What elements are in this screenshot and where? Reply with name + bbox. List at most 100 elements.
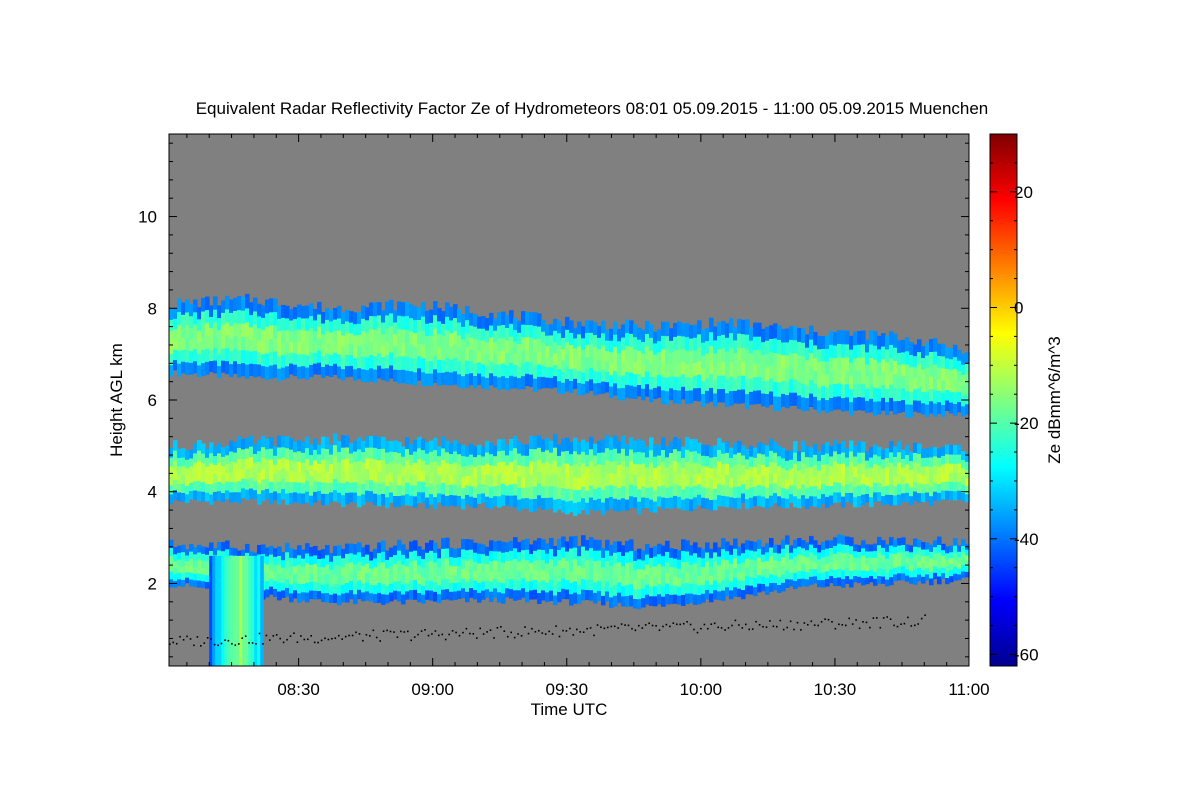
cloud-base-point bbox=[569, 627, 571, 630]
cloud-base-point bbox=[631, 627, 633, 630]
cloud-base-point bbox=[307, 638, 309, 641]
cloud-base-point bbox=[479, 627, 481, 630]
cloud-base-point bbox=[448, 633, 450, 636]
cloud-base-point bbox=[282, 641, 285, 644]
cloud-base-point bbox=[917, 623, 919, 625]
cloud-base-point bbox=[682, 622, 685, 625]
cloud-base-point bbox=[424, 629, 426, 631]
cloud-base-point bbox=[693, 628, 695, 631]
cloud-base-point bbox=[782, 628, 785, 631]
cloud-base-point bbox=[889, 618, 892, 620]
cloud-base-point bbox=[203, 642, 206, 644]
cloud-base-point bbox=[765, 626, 768, 628]
cloud-base-point bbox=[407, 630, 409, 633]
cloud-base-point bbox=[303, 638, 306, 641]
y-tick-label: 4 bbox=[148, 483, 157, 502]
cloud-base-point bbox=[293, 632, 295, 634]
cloud-base-point bbox=[613, 625, 616, 628]
cloud-base-point bbox=[441, 633, 444, 636]
cloud-base-point bbox=[531, 627, 533, 630]
cloud-base-point bbox=[458, 634, 461, 637]
cloud-base-point bbox=[396, 636, 399, 638]
cloud-base-point bbox=[641, 627, 644, 629]
reflectivity-layers bbox=[169, 293, 970, 666]
cloud-base-point bbox=[603, 627, 606, 630]
cloud-base-point bbox=[738, 624, 740, 626]
cloud-base-point bbox=[248, 642, 250, 644]
cloud-base-point bbox=[803, 622, 806, 624]
cloud-base-point bbox=[300, 635, 302, 637]
cloud-base-point bbox=[213, 643, 216, 646]
cloud-base-point bbox=[596, 624, 599, 626]
cloud-base-point bbox=[834, 627, 837, 630]
cloud-base-point bbox=[296, 641, 299, 643]
cloud-base-point bbox=[238, 643, 240, 645]
cloud-base-point bbox=[848, 617, 850, 620]
cloud-base-point bbox=[851, 623, 854, 625]
cloud-base-point bbox=[217, 644, 219, 647]
x-tick-label: 11:00 bbox=[948, 680, 989, 699]
cloud-base-point bbox=[796, 621, 799, 624]
cloud-base-point bbox=[382, 630, 385, 632]
cloud-base-point bbox=[507, 635, 509, 638]
cloud-base-point bbox=[255, 643, 257, 645]
x-tick-label: 08:30 bbox=[277, 680, 320, 699]
cloud-base-point bbox=[444, 638, 447, 641]
cloud-base-point bbox=[669, 625, 671, 628]
cloud-base-point bbox=[565, 630, 568, 632]
cloud-base-point bbox=[772, 625, 775, 628]
cloud-base-point bbox=[703, 623, 706, 626]
cloud-base-point bbox=[527, 632, 530, 635]
cloud-base-points bbox=[169, 614, 926, 647]
cloud-base-point bbox=[334, 637, 337, 639]
cloud-base-point bbox=[500, 626, 502, 628]
cloud-base-point bbox=[717, 626, 719, 629]
cloud-base-point bbox=[644, 624, 647, 626]
cloud-base-point bbox=[589, 627, 592, 629]
cloud-base-point bbox=[410, 639, 412, 642]
cloud-base-point bbox=[779, 619, 782, 622]
cloud-base-point bbox=[786, 626, 788, 629]
cloud-base-point bbox=[220, 642, 223, 645]
cloud-base-point bbox=[413, 636, 416, 638]
y-axis: 2 4 6 8 10 bbox=[138, 142, 969, 658]
cloud-base-point bbox=[186, 635, 188, 638]
y-tick-label: 10 bbox=[138, 208, 157, 227]
cloud-base-point bbox=[365, 634, 368, 636]
colorbar bbox=[989, 133, 1018, 667]
cloud-base-point bbox=[582, 631, 585, 633]
cloud-base-point bbox=[558, 635, 561, 638]
cloud-base-point bbox=[513, 636, 516, 639]
cloud-base-point bbox=[486, 631, 488, 633]
cloud-base-point bbox=[193, 644, 195, 647]
chart-title: Equivalent Radar Reflectivity Factor Ze … bbox=[196, 99, 989, 118]
cloud-base-point bbox=[807, 623, 809, 626]
cloud-base-point bbox=[175, 642, 178, 645]
cloud-base-point bbox=[762, 625, 764, 628]
cloud-base-point bbox=[827, 618, 830, 621]
cloud-base-point bbox=[914, 624, 916, 627]
cloud-base-point bbox=[241, 637, 243, 639]
cloud-base-point bbox=[269, 639, 271, 641]
cloud-base-point bbox=[386, 629, 388, 632]
x-tick-label: 10:30 bbox=[814, 680, 857, 699]
cloud-base-point bbox=[313, 641, 316, 644]
cloud-base-point bbox=[275, 634, 278, 636]
cloud-base-point bbox=[672, 622, 675, 624]
cloud-base-point bbox=[624, 624, 626, 626]
cloud-base-point bbox=[210, 638, 212, 640]
cloud-base-point bbox=[745, 623, 747, 626]
colorbar-tick-label: 20 bbox=[1014, 183, 1033, 202]
cloud-base-point bbox=[320, 639, 323, 642]
cloud-base-point bbox=[510, 631, 512, 634]
colorbar-ticks: -60 -40 -20 0 20 bbox=[990, 133, 1039, 664]
cloud-base-point bbox=[879, 626, 882, 629]
cloud-base-point bbox=[496, 627, 499, 629]
cloud-base-point bbox=[434, 630, 437, 632]
cloud-base-point bbox=[272, 635, 275, 637]
cloud-base-point bbox=[841, 624, 844, 626]
cloud-base-point bbox=[758, 624, 761, 626]
cloud-base-point bbox=[686, 621, 688, 623]
cloud-base-point bbox=[469, 632, 471, 635]
